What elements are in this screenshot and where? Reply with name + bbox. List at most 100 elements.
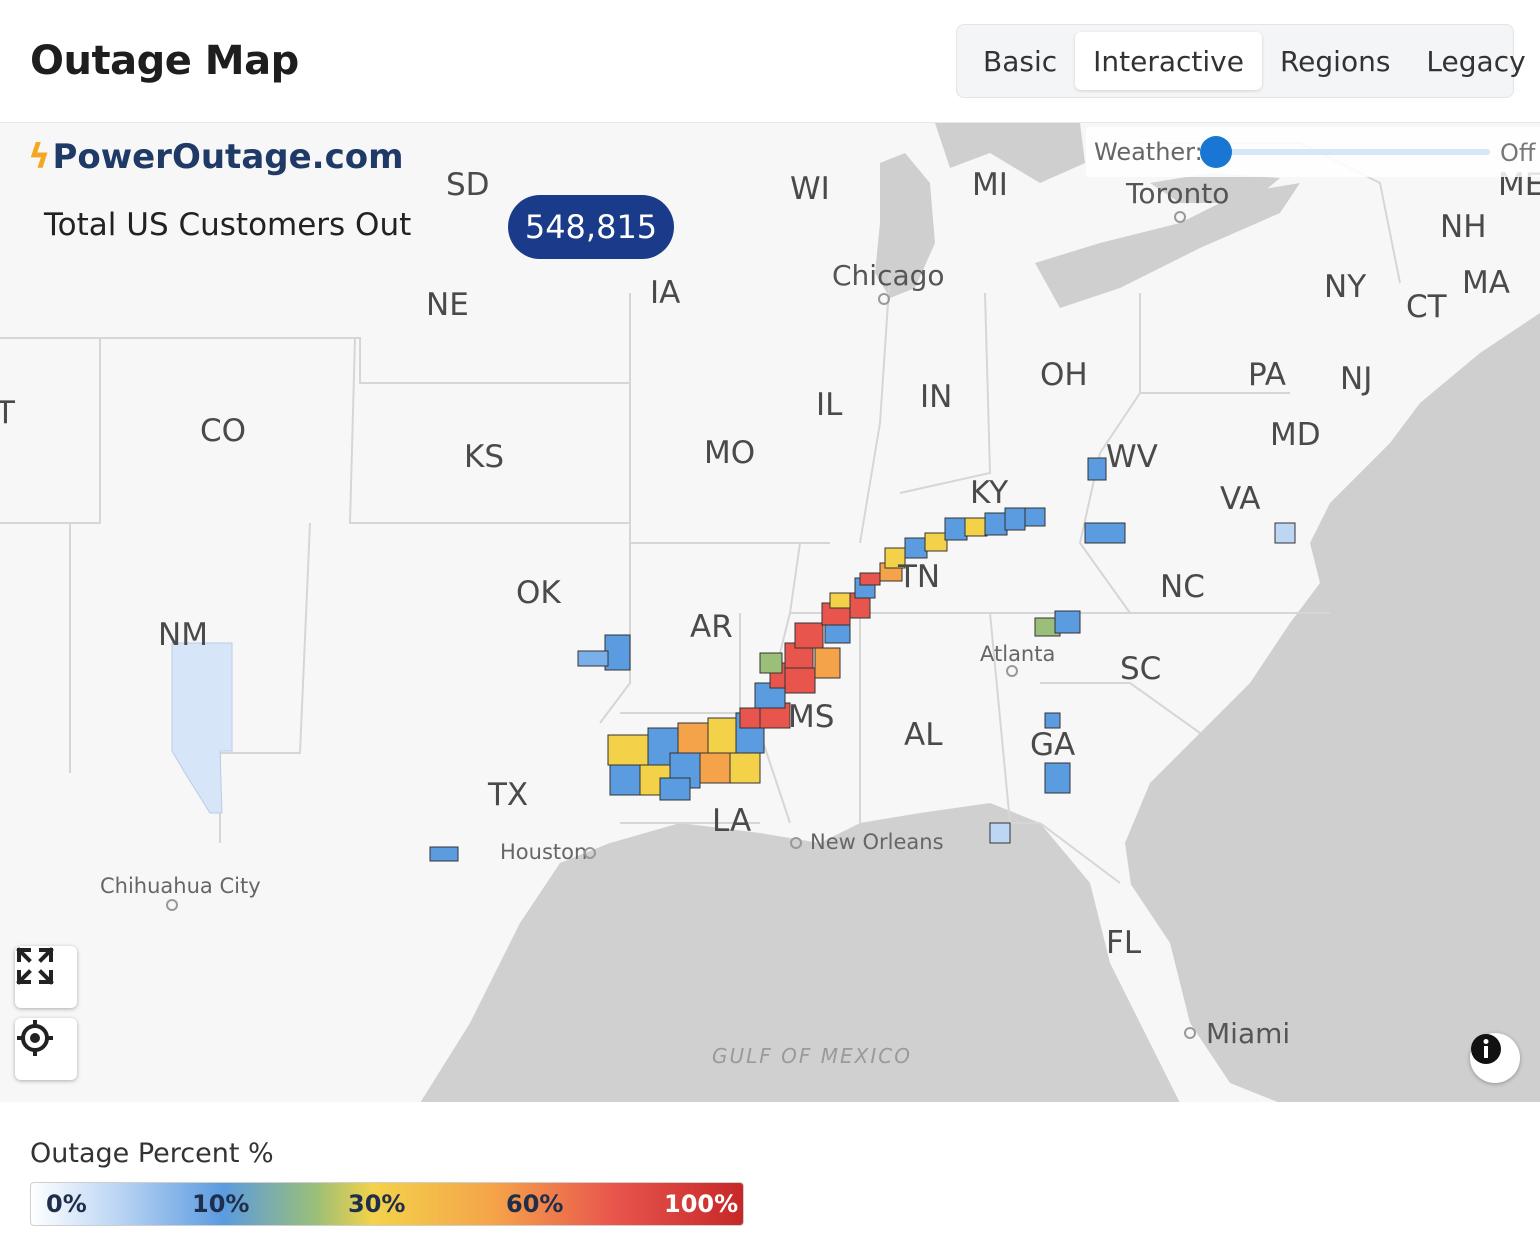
state-label: MI <box>972 167 1008 203</box>
outage-counties <box>429 457 1296 862</box>
county-area <box>677 722 709 754</box>
state-label: KY <box>970 475 1008 511</box>
tab-legacy[interactable]: Legacy <box>1426 44 1526 78</box>
county-area <box>814 647 841 679</box>
state-label: NJ <box>1340 361 1372 397</box>
state-label: OK <box>516 575 561 611</box>
lake-michigan <box>875 153 935 298</box>
info-button[interactable] <box>1470 1033 1520 1083</box>
florida-land <box>1090 883 1190 1063</box>
city-label-houston: Houston <box>500 840 587 864</box>
lake-ontario <box>1150 173 1280 203</box>
county-area <box>794 622 824 649</box>
state-label: IN <box>920 379 952 415</box>
state-label: WV <box>1106 439 1158 475</box>
state-label: KS <box>464 439 504 475</box>
state-label: SD <box>446 167 490 203</box>
map-canvas: SD WI MI ME NH MA NY CT IA NE PA NJ OH I… <box>0 123 1540 1102</box>
county-area <box>707 717 737 754</box>
brand-name: PowerOutage.com <box>52 137 404 177</box>
county-area <box>759 652 783 674</box>
state-label: MO <box>704 435 755 471</box>
county-area <box>989 822 1011 844</box>
header: Outage Map Basic Interactive Regions Leg… <box>0 0 1540 122</box>
county-area <box>1054 610 1081 634</box>
state-label: MA <box>1462 265 1510 301</box>
legend-tick: 100% <box>664 1190 739 1218</box>
weather-label: Weather: <box>1094 138 1203 166</box>
legend-tick: 0% <box>46 1190 87 1218</box>
state-label: CO <box>200 413 246 449</box>
county-area <box>924 532 948 552</box>
state-label: AR <box>690 609 733 645</box>
county-area <box>944 517 968 541</box>
state-label: MS <box>788 699 834 735</box>
city-dot <box>1006 665 1018 677</box>
county-area <box>1274 522 1296 544</box>
legend-tick: 10% <box>192 1190 250 1218</box>
county-area <box>1004 507 1026 531</box>
county-area <box>1084 522 1126 544</box>
view-tabs: Basic Interactive Regions Legacy <box>956 24 1526 98</box>
city-label-chihuahua: Chihuahua City <box>100 874 261 898</box>
county-area <box>739 707 763 729</box>
state-label: TX <box>487 777 528 813</box>
city-label-miami: Miami <box>1206 1017 1290 1050</box>
city-dot <box>1174 211 1186 223</box>
locate-button[interactable] <box>15 1018 77 1080</box>
county-area <box>604 634 631 671</box>
tab-regions[interactable]: Regions <box>1279 44 1391 78</box>
page-title: Outage Map <box>30 38 299 84</box>
weather-slider-track[interactable] <box>1210 149 1490 155</box>
state-label: NE <box>426 287 469 323</box>
state-label: AL <box>904 717 943 753</box>
tab-basic[interactable]: Basic <box>983 44 1058 78</box>
state-label: SC <box>1120 651 1161 687</box>
state-labels: SD WI MI ME NH MA NY CT IA NE PA NJ OH I… <box>0 167 1540 961</box>
state-label: CT <box>1406 289 1448 325</box>
nm-outage-area <box>171 642 233 814</box>
state-label: TN <box>897 559 940 595</box>
weather-state: Off <box>1500 139 1536 167</box>
city-labels: Toronto Chicago Atlanta Houston New Orle… <box>100 177 1290 1050</box>
total-customers-value: 548,815 <box>508 195 674 259</box>
state-label: LA <box>712 803 751 839</box>
city-dot <box>166 899 178 911</box>
county-area <box>904 537 928 559</box>
total-customers-label: Total US Customers Out <box>44 207 412 243</box>
county-area <box>964 517 988 537</box>
city-dot <box>1184 1027 1196 1039</box>
fullscreen-icon <box>16 947 54 985</box>
city-label-new-orleans: New Orleans <box>810 830 944 854</box>
brand-logo: ϟ PowerOutage.com <box>28 137 404 177</box>
atlantic-ocean <box>1125 313 1540 1102</box>
county-area <box>577 650 609 667</box>
county-area <box>1087 457 1107 481</box>
fullscreen-button[interactable] <box>15 946 77 1008</box>
legend-color-scale <box>30 1182 744 1226</box>
city-label-toronto: Toronto <box>1125 177 1229 210</box>
state-label: MD <box>1270 417 1321 453</box>
locate-icon <box>17 1020 53 1056</box>
info-icon <box>1471 1034 1501 1064</box>
county-area <box>1044 762 1071 794</box>
gulf-label: GULF OF MEXICO <box>712 1044 912 1068</box>
state-label: FL <box>1106 925 1142 961</box>
county-area <box>699 752 731 784</box>
state-label: NM <box>158 617 208 653</box>
lightning-icon: ϟ <box>28 137 51 177</box>
county-area <box>829 592 851 609</box>
state-label: NH <box>1440 209 1487 245</box>
gulf-of-mexico <box>420 803 1180 1102</box>
outage-map[interactable]: SD WI MI ME NH MA NY CT IA NE PA NJ OH I… <box>0 122 1540 1102</box>
state-label: OH <box>1040 357 1088 393</box>
county-area <box>784 667 816 694</box>
city-label-chicago: Chicago <box>832 259 945 292</box>
weather-slider-knob[interactable] <box>1200 136 1232 168</box>
weather-toggle[interactable]: Weather: Off <box>1086 127 1540 177</box>
county-area <box>859 572 881 586</box>
tab-interactive[interactable]: Interactive <box>1075 32 1262 90</box>
state-label: NC <box>1160 569 1205 605</box>
city-label-atlanta: Atlanta <box>980 642 1055 666</box>
county-area <box>607 734 649 766</box>
